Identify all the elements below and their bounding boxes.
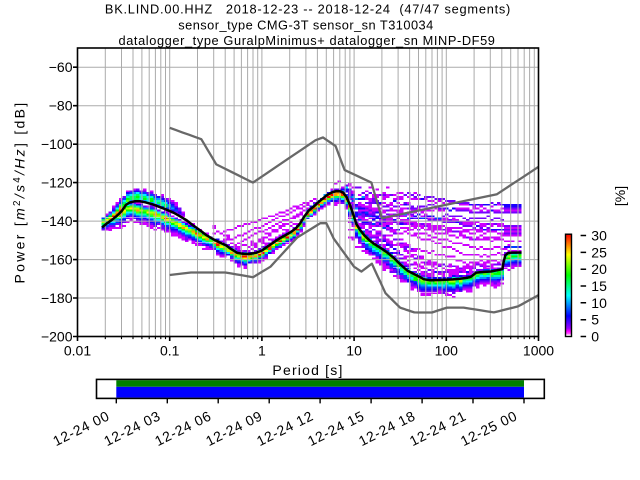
svg-text:20: 20 <box>591 261 607 277</box>
svg-text:30: 30 <box>591 228 607 244</box>
svg-text:1: 1 <box>258 343 266 359</box>
svg-text:−60: −60 <box>49 59 73 75</box>
svg-text:sensor_type CMG-3T sensor_sn T: sensor_type CMG-3T sensor_sn T310034 <box>178 17 433 32</box>
svg-text:Period [s]: Period [s] <box>272 362 343 378</box>
svg-text:10: 10 <box>591 295 607 311</box>
svg-text:10: 10 <box>346 343 362 359</box>
svg-text:−200: −200 <box>41 329 73 345</box>
svg-text:−100: −100 <box>41 136 73 152</box>
svg-text:0.1: 0.1 <box>160 343 180 359</box>
svg-text:[%]: [%] <box>612 186 628 206</box>
svg-text:5: 5 <box>591 312 599 328</box>
svg-text:0.01: 0.01 <box>64 343 91 359</box>
svg-text:−120: −120 <box>41 175 73 191</box>
svg-text:25: 25 <box>591 244 607 260</box>
svg-text:Power [m2/s4/Hz] [dB]: Power [m2/s4/Hz] [dB] <box>12 101 28 284</box>
svg-text:BK.LIND.00.HHZ 2018-12-23 --: BK.LIND.00.HHZ 2018-12-23 -- 2018-12-24 … <box>105 2 511 17</box>
svg-text:0: 0 <box>591 329 599 345</box>
svg-text:1000: 1000 <box>523 343 554 359</box>
svg-text:100: 100 <box>435 343 459 359</box>
svg-text:−80: −80 <box>49 98 73 114</box>
svg-text:−140: −140 <box>41 213 73 229</box>
svg-text:−180: −180 <box>41 290 73 306</box>
svg-text:15: 15 <box>591 278 607 294</box>
svg-text:−160: −160 <box>41 252 73 268</box>
svg-text:datalogger_type GuralpMinimus+: datalogger_type GuralpMinimus+ datalogge… <box>118 33 495 48</box>
